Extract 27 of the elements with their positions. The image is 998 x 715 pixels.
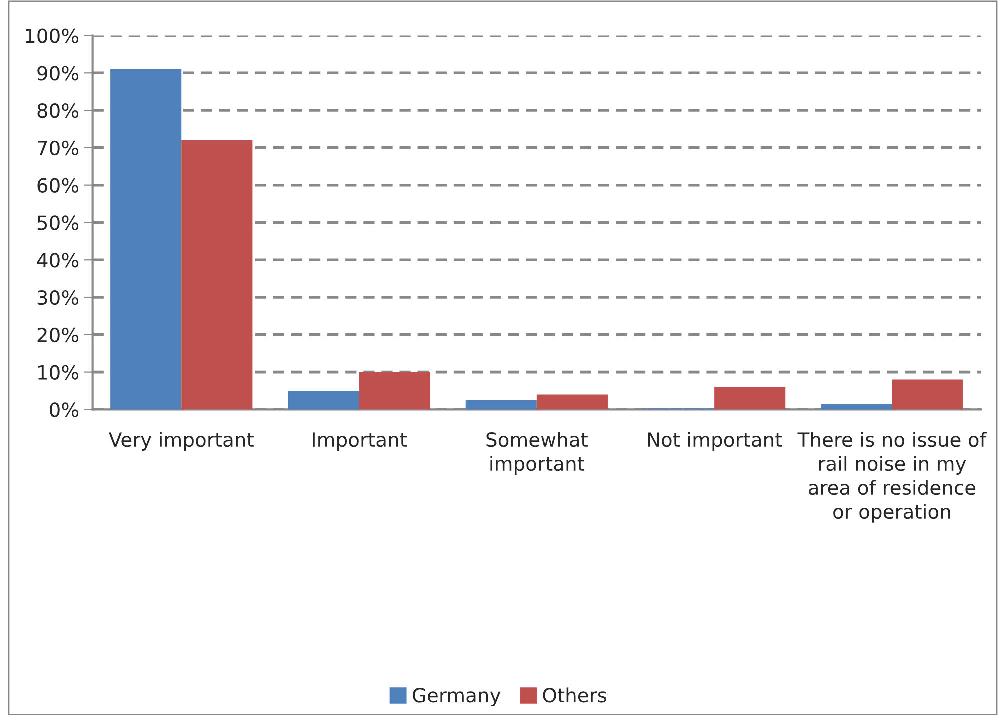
y-tick-label: 60% xyxy=(38,178,79,193)
y-tick-label: 10% xyxy=(38,365,79,380)
x-tick-label: There is no issue of rail noise in my area of residence or operation xyxy=(798,432,988,523)
x-tick-label: Very important xyxy=(109,432,254,451)
y-tick-label: 50% xyxy=(38,216,79,230)
bar xyxy=(288,391,360,410)
bar xyxy=(466,400,537,410)
bar xyxy=(182,140,253,410)
y-tick-label: 100% xyxy=(26,28,79,44)
y-tick-label: 40% xyxy=(37,253,79,268)
bar xyxy=(714,387,786,410)
y-tick-label: 30% xyxy=(38,290,79,306)
legend-label: Germany xyxy=(413,688,501,707)
bar xyxy=(536,394,608,410)
bar xyxy=(821,404,892,410)
bar xyxy=(892,380,964,410)
x-tick-label: Not important xyxy=(648,432,782,451)
x-tick-label: Important xyxy=(312,432,408,451)
y-tick-label: 90% xyxy=(38,66,79,81)
y-tick-label: 0% xyxy=(50,402,79,418)
x-tick-label: Somewhat important xyxy=(486,432,588,475)
y-tick-label: 80% xyxy=(38,103,79,118)
legend-label: Others xyxy=(543,688,607,703)
y-tick-label: 70% xyxy=(38,140,79,156)
y-tick-label: 20% xyxy=(38,328,79,343)
bar xyxy=(359,372,430,410)
bar xyxy=(110,69,182,410)
